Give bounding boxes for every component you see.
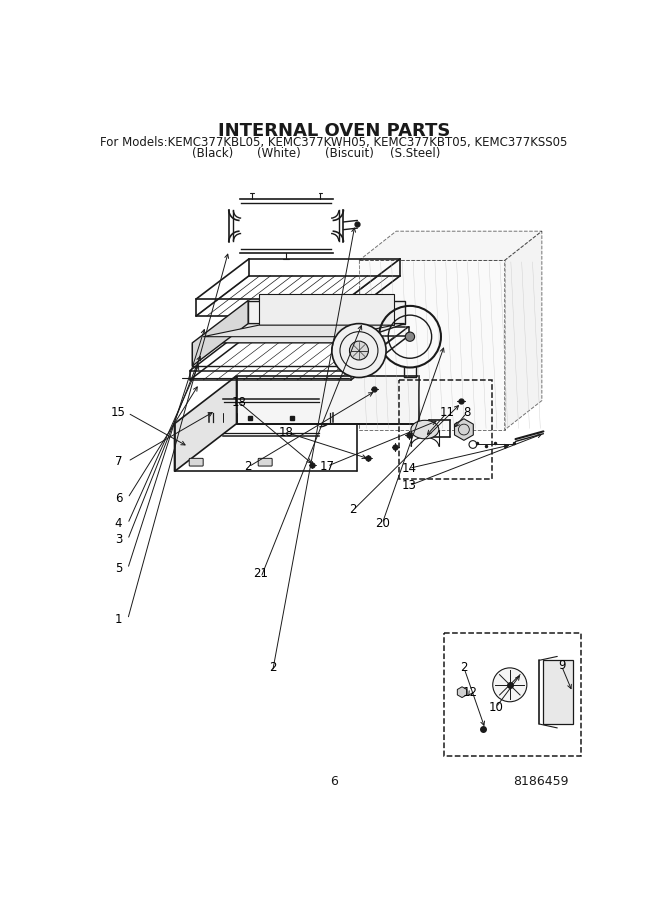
- Polygon shape: [359, 231, 542, 260]
- Text: 8: 8: [463, 407, 470, 419]
- Text: 11: 11: [439, 407, 454, 419]
- Text: 10: 10: [488, 701, 503, 714]
- Text: 2: 2: [244, 461, 252, 473]
- Text: 12: 12: [463, 686, 478, 698]
- Text: (White): (White): [257, 147, 301, 159]
- Text: 13: 13: [402, 479, 417, 492]
- Text: 18: 18: [278, 426, 293, 439]
- Text: 5: 5: [115, 562, 122, 575]
- Text: 8186459: 8186459: [512, 775, 568, 788]
- Text: (S.Steel): (S.Steel): [390, 147, 440, 159]
- FancyBboxPatch shape: [258, 458, 272, 466]
- Polygon shape: [192, 301, 248, 366]
- Polygon shape: [203, 325, 394, 337]
- Text: 7: 7: [115, 454, 122, 468]
- Text: 2: 2: [349, 503, 357, 517]
- Text: 14: 14: [402, 462, 417, 475]
- Text: 15: 15: [111, 407, 126, 419]
- Text: 3: 3: [115, 533, 122, 546]
- Circle shape: [493, 668, 527, 702]
- Text: For Models:KEMC377KBL05, KEMC377KWH05, KEMC377KBT05, KEMC377KSS05: For Models:KEMC377KBL05, KEMC377KWH05, K…: [100, 136, 568, 149]
- Polygon shape: [175, 376, 237, 472]
- Text: 6: 6: [330, 775, 338, 788]
- Text: 2: 2: [460, 662, 467, 674]
- Circle shape: [332, 324, 386, 377]
- Polygon shape: [505, 231, 542, 430]
- FancyBboxPatch shape: [189, 458, 203, 466]
- Bar: [399, 381, 492, 479]
- Text: (Biscuit): (Biscuit): [325, 147, 374, 159]
- Circle shape: [406, 332, 415, 341]
- Polygon shape: [192, 324, 405, 343]
- Text: 1: 1: [115, 613, 122, 626]
- Text: INTERNAL OVEN PARTS: INTERNAL OVEN PARTS: [218, 122, 451, 140]
- Circle shape: [349, 341, 368, 360]
- Polygon shape: [359, 260, 505, 430]
- Polygon shape: [259, 294, 394, 325]
- Text: 21: 21: [254, 567, 269, 580]
- Text: 20: 20: [375, 518, 390, 530]
- Text: 18: 18: [231, 396, 246, 409]
- Polygon shape: [237, 376, 419, 424]
- Text: 9: 9: [557, 660, 565, 672]
- Bar: [444, 634, 581, 756]
- Polygon shape: [248, 301, 405, 324]
- Bar: [542, 661, 572, 725]
- Text: 6: 6: [115, 491, 122, 505]
- Ellipse shape: [411, 420, 439, 439]
- Text: 2: 2: [269, 662, 276, 674]
- Text: 17: 17: [319, 460, 334, 473]
- Text: 4: 4: [115, 518, 122, 530]
- Text: (Black): (Black): [192, 147, 233, 159]
